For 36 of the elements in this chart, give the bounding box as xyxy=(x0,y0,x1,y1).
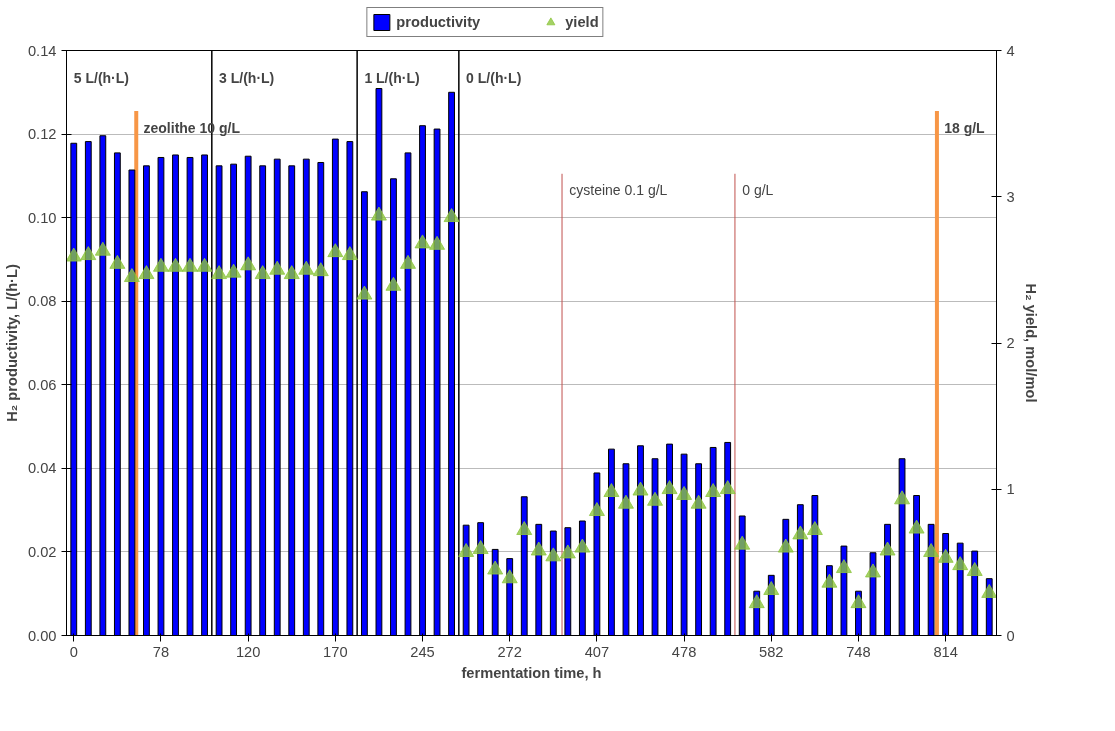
annotation: 18 g/L xyxy=(944,119,986,136)
legend-label: productivity xyxy=(396,14,481,30)
annotation: cysteine 0.1 g/L xyxy=(569,182,668,199)
y-tick-label: 0.14 xyxy=(27,42,57,59)
legend-label: yield xyxy=(565,14,599,30)
annotation: 0 L/(h·L) xyxy=(466,69,522,86)
x-tick-label: 582 xyxy=(759,643,784,660)
y2-axis-title: H₂ yield, mol/mol xyxy=(1022,283,1039,403)
y2-tick-label: 1 xyxy=(1006,481,1015,498)
y-tick-label: 0.00 xyxy=(27,627,57,644)
annotation: 0 g/L xyxy=(742,182,774,199)
x-tick-label: 272 xyxy=(497,643,522,660)
x-tick-label: 78 xyxy=(152,643,170,660)
x-tick-label: 170 xyxy=(323,643,348,660)
annotation: 1 L/(h·L) xyxy=(364,69,420,86)
y-axis-title: H₂ productivity, L/(h·L) xyxy=(3,264,20,422)
x-tick-label: 245 xyxy=(410,643,435,660)
x-tick-label: 407 xyxy=(584,643,610,660)
x-tick-label: 478 xyxy=(671,643,697,660)
x-tick-label: 120 xyxy=(235,643,261,660)
y-tick-label: 0.06 xyxy=(27,376,57,393)
y-tick-label: 0.08 xyxy=(27,293,57,310)
x-tick-label: 0 xyxy=(69,643,78,660)
y-tick-label: 0.12 xyxy=(27,126,57,143)
x-tick-label: 814 xyxy=(933,643,958,660)
x-tick-label: 748 xyxy=(846,643,871,660)
annotation: 3 L/(h·L) xyxy=(219,69,275,86)
y2-tick-label: 0 xyxy=(1006,627,1015,644)
x-axis-title: fermentation time, h xyxy=(461,664,602,681)
y-tick-label: 0.02 xyxy=(27,543,57,560)
y-tick-label: 0.10 xyxy=(27,209,57,226)
y-tick-label: 0.04 xyxy=(27,460,57,477)
y2-tick-label: 2 xyxy=(1006,335,1015,351)
y2-tick-label: 3 xyxy=(1006,188,1015,205)
annotation: 5 L/(h·L) xyxy=(73,69,129,86)
y2-tick-label: 4 xyxy=(1006,42,1015,59)
